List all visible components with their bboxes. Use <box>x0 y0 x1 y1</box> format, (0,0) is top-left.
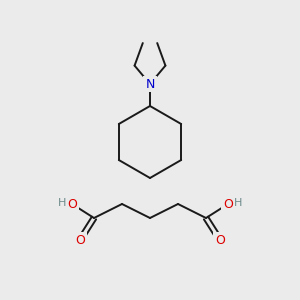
Text: H: H <box>58 198 66 208</box>
Text: O: O <box>223 197 233 211</box>
Text: O: O <box>75 233 85 247</box>
Text: O: O <box>215 233 225 247</box>
Text: N: N <box>145 77 155 91</box>
Text: O: O <box>67 197 77 211</box>
Text: H: H <box>234 198 242 208</box>
